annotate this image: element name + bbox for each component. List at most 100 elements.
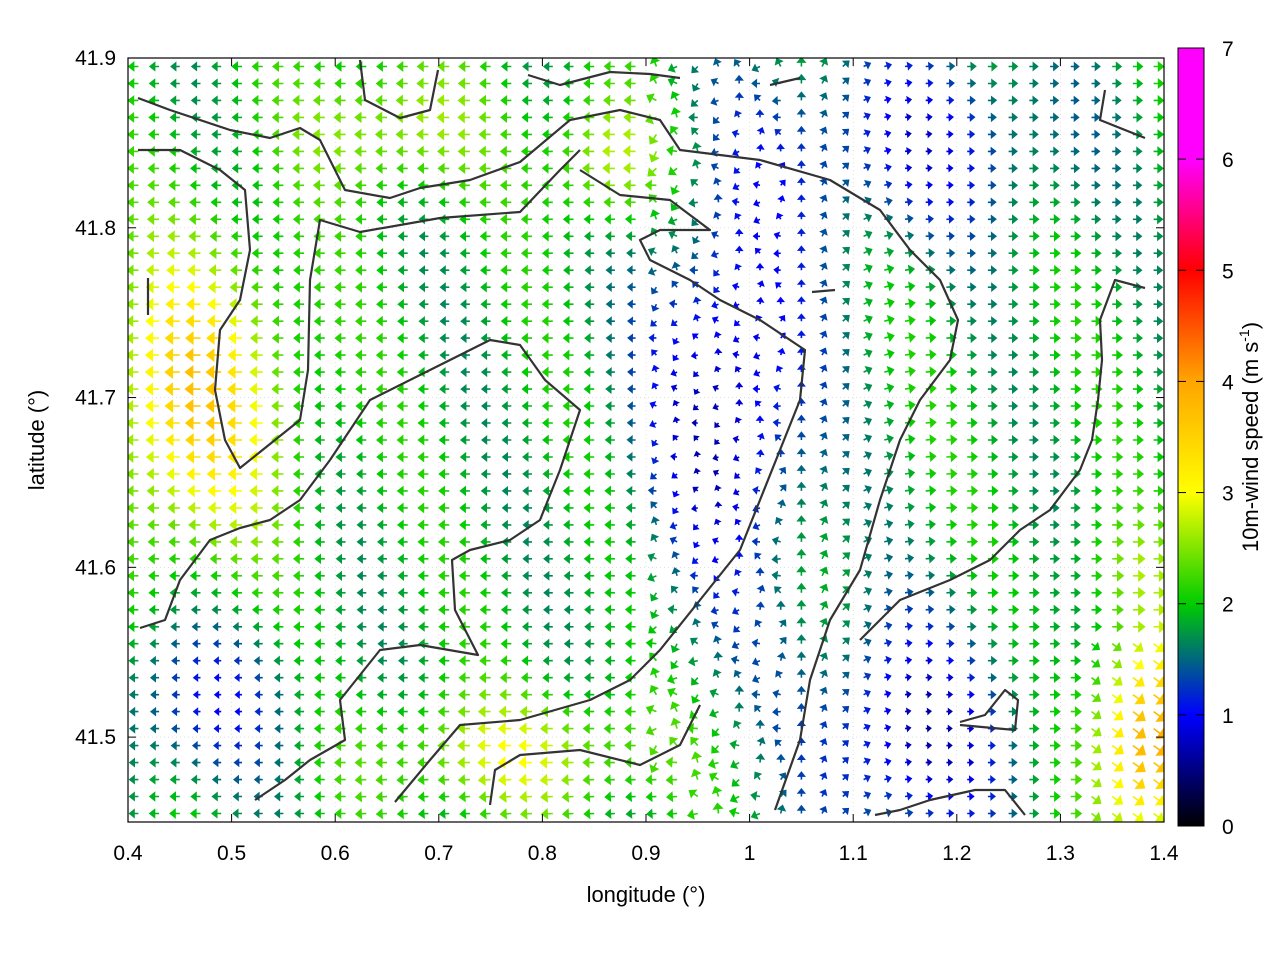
wind-arrow [841, 501, 850, 510]
wind-arrow [144, 348, 160, 362]
wind-arrow [904, 400, 916, 411]
wind-arrow [169, 604, 180, 615]
wind-arrow [1112, 332, 1123, 344]
wind-arrow [604, 791, 615, 803]
x-tick-label: 1.4 [1149, 842, 1179, 865]
wind-arrow [375, 332, 387, 344]
wind-arrow [925, 400, 937, 412]
wind-arrow [477, 739, 491, 752]
wind-arrow [774, 129, 782, 137]
wind-arrow [375, 145, 387, 158]
wind-arrow [776, 296, 785, 305]
wind-arrow [863, 400, 873, 410]
wind-arrow [438, 519, 450, 531]
wind-arrow [863, 706, 871, 715]
wind-arrow [626, 248, 636, 259]
colorbar-label: 10m-wind speed (m s-1) [1236, 322, 1263, 552]
wind-arrow [650, 286, 659, 295]
wind-arrow [334, 383, 346, 395]
wind-arrow [563, 621, 574, 632]
wind-arrow [946, 231, 955, 241]
wind-arrow [967, 146, 975, 156]
wind-arrow [146, 467, 160, 480]
wind-arrow [1008, 197, 1019, 208]
wind-arrow [253, 655, 263, 666]
wind-arrow [1070, 756, 1083, 769]
wind-arrow [904, 485, 915, 496]
wind-arrow [1008, 808, 1018, 819]
wind-arrow [1070, 349, 1082, 361]
wind-arrow [562, 315, 574, 327]
y-axis-label: latitude (°) [24, 390, 49, 491]
wind-arrow [649, 58, 661, 67]
wind-arrow [582, 739, 595, 752]
wind-arrow [670, 452, 678, 461]
wind-arrow [396, 723, 408, 735]
wind-arrow [753, 369, 761, 377]
wind-arrow [417, 383, 429, 395]
wind-arrow [604, 655, 615, 666]
x-tick-label: 0.7 [424, 842, 453, 865]
wind-arrow [292, 485, 305, 497]
wind-arrow [1029, 689, 1040, 700]
wind-arrow [439, 282, 450, 293]
wind-arrow [1008, 95, 1019, 106]
x-tick-label: 0.5 [217, 842, 246, 865]
wind-arrow [925, 164, 933, 173]
wind-arrow [819, 126, 828, 135]
wind-arrow [294, 723, 305, 734]
wind-arrow [666, 808, 678, 820]
wind-arrow [314, 502, 325, 514]
wind-arrow [670, 107, 682, 118]
wind-arrow [863, 485, 872, 494]
wind-arrow [904, 673, 912, 682]
wind-arrow [1132, 400, 1144, 412]
wind-arrow [672, 354, 680, 362]
wind-arrow [210, 587, 222, 599]
wind-arrow [208, 264, 222, 277]
wind-arrow [128, 281, 139, 294]
wind-arrow [213, 656, 222, 666]
wind-arrow [293, 383, 305, 395]
contour-line [139, 338, 582, 801]
wind-arrow [128, 78, 139, 89]
wind-arrow [1112, 112, 1122, 123]
wind-arrow [1091, 129, 1101, 140]
wind-arrow [1029, 740, 1040, 751]
wind-arrow [457, 111, 470, 124]
wind-arrow [522, 621, 533, 632]
wind-arrow [671, 261, 681, 271]
wind-arrow [713, 286, 721, 294]
wind-arrow [734, 92, 744, 101]
wind-arrow [625, 587, 636, 598]
wind-arrow [1153, 61, 1164, 72]
wind-arrow [841, 671, 850, 680]
wind-arrow [439, 383, 450, 395]
wind-arrow [584, 248, 595, 259]
wind-arrow [925, 656, 933, 665]
wind-arrow [778, 466, 787, 475]
wind-arrow [459, 231, 470, 242]
wind-arrow [734, 534, 744, 542]
wind-arrow [796, 211, 806, 220]
wind-arrow [693, 370, 700, 378]
wind-arrow [335, 553, 346, 565]
wind-arrow [796, 668, 807, 678]
wind-arrow [271, 349, 284, 361]
wind-arrow [477, 773, 491, 786]
wind-arrow [624, 77, 636, 89]
wind-arrow [756, 126, 765, 135]
wind-arrow [863, 604, 872, 613]
wind-arrow [1050, 95, 1060, 106]
wind-arrow [967, 78, 977, 89]
wind-arrow [713, 331, 722, 339]
wind-arrow [1112, 298, 1123, 310]
wind-arrow [796, 177, 806, 186]
wind-arrow [417, 519, 429, 531]
wind-arrow [128, 298, 139, 311]
wind-arrow [863, 366, 873, 376]
wind-arrow [904, 180, 913, 190]
wind-arrow [751, 657, 761, 667]
wind-arrow [753, 94, 762, 102]
wind-arrow [1132, 761, 1146, 773]
